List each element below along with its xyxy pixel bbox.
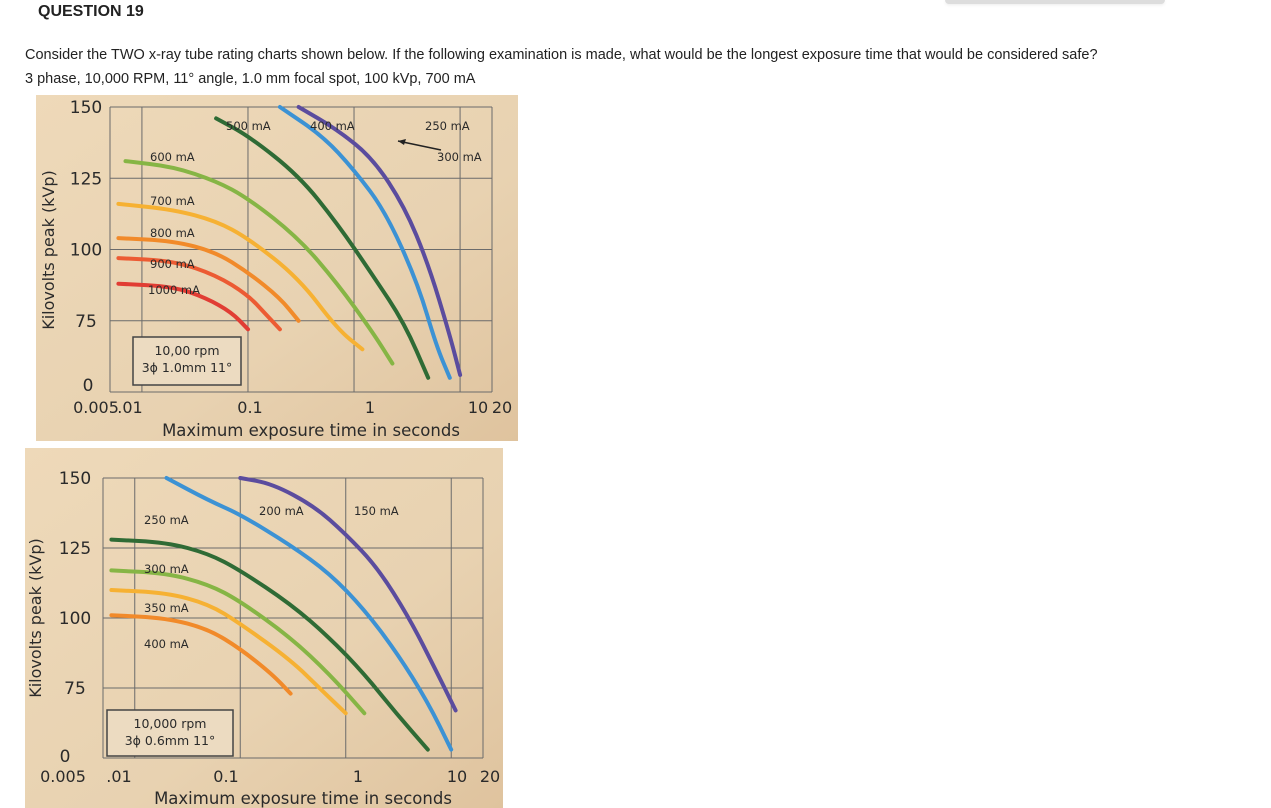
tube-rating-chart-1mm: 600 mA 700 mA 800 mA 900 mA 1000 mA 500 mA 400… [36, 95, 518, 441]
y-axis-title: Kilovolts peak (kVp) [39, 170, 58, 330]
curve-label: 350 mA [144, 601, 189, 615]
curve-label: 200 mA [259, 504, 304, 518]
question-text: Consider the TWO x-ray tube rating chart… [25, 43, 1225, 91]
x-tick-label: 1 [353, 767, 363, 786]
series-line-1000-ma [116, 281, 250, 332]
curve-label: 600 mA [150, 150, 195, 164]
plot-grid [109, 106, 493, 393]
chart-svg: 600 mA 700 mA 800 mA 900 mA 1000 mA 500 mA 400… [36, 95, 518, 441]
top-scroll-shadow [945, 0, 1165, 4]
spec-annotation-line: 10,000 rpm [134, 716, 207, 731]
curve-label: 250 mA [425, 119, 470, 133]
series-line-300-ma [296, 105, 463, 377]
series-line-400-ma [277, 105, 452, 380]
curve-label: 500 mA [226, 119, 271, 133]
series-line-500-ma [214, 116, 431, 380]
series-line-400-ma [109, 613, 293, 696]
x-tick-label: 20 [480, 767, 500, 786]
x-axis-title: Maximum exposure time in seconds [162, 421, 460, 440]
x-tick-label: 10 [468, 398, 488, 417]
curve-label: 700 mA [150, 194, 195, 208]
question-prompt: Consider the TWO x-ray tube rating chart… [25, 47, 1098, 63]
y-axis-title: Kilovolts peak (kVp) [26, 538, 45, 698]
y-tick-label: 0 [60, 747, 71, 767]
x-tick-label: 0.1 [213, 767, 238, 786]
series-line-250-ma [109, 537, 430, 752]
question-parameters: 3 phase, 10,000 RPM, 11° angle, 1.0 mm f… [25, 71, 476, 87]
y-tick-label: 100 [59, 609, 91, 629]
chart-svg: 250 mA 300 mA 350 mA 400 mA 200 mA 150 mA 0 75 1… [25, 448, 503, 808]
pointer-arrow [397, 140, 442, 151]
spec-annotation-line: 3ϕ 1.0mm 11° [142, 360, 233, 375]
x-tick-label: 10 [447, 767, 467, 786]
curve-label: 400 mA [310, 119, 355, 133]
series-line-700-ma [116, 201, 365, 352]
curve-label: 300 mA [144, 562, 189, 576]
spec-annotation-line: 3ϕ 0.6mm 11° [125, 733, 216, 748]
x-tick-label: 0.005 [40, 767, 86, 786]
x-tick-label: 1 [365, 398, 375, 417]
series-line-800-ma [116, 236, 301, 323]
question-title: QUESTION 19 [38, 3, 144, 20]
series-line-600-ma [123, 159, 395, 366]
curve-label: 250 mA [144, 513, 189, 527]
series-line-350-ma [109, 588, 348, 716]
y-tick-label: 75 [75, 312, 97, 332]
spec-annotation-box [106, 709, 234, 757]
y-tick-label: 100 [70, 241, 102, 261]
curve-label: 300 mA [437, 150, 482, 164]
x-tick-label: 0.1 [237, 398, 262, 417]
y-tick-label: 0 [83, 376, 94, 396]
tube-rating-chart-0-6mm: 250 mA 300 mA 350 mA 400 mA 200 mA 150 mA 0 75 1… [25, 448, 503, 808]
series-line-150-ma [238, 476, 458, 713]
y-tick-label: 75 [64, 679, 86, 699]
x-tick-label: .01 [106, 767, 131, 786]
spec-annotation-box [132, 336, 242, 386]
x-axis-title: Maximum exposure time in seconds [154, 789, 452, 808]
curve-label: 1000 mA [148, 283, 200, 297]
curve-label: 400 mA [144, 637, 189, 651]
curve-label: 900 mA [150, 257, 195, 271]
y-tick-label: 125 [59, 539, 91, 559]
pointer-arrowhead [398, 139, 406, 145]
y-tick-label: 150 [70, 98, 102, 118]
chart-background [36, 95, 518, 441]
series-line-300-ma [109, 568, 367, 716]
series-line-900-ma [116, 256, 282, 332]
x-tick-label: 0.005 [73, 398, 119, 417]
spec-annotation-line: 10,00 rpm [154, 343, 219, 358]
curve-label: 800 mA [150, 226, 195, 240]
series-line-200-ma [164, 476, 454, 752]
x-tick-label: 20 [492, 398, 512, 417]
y-tick-label: 125 [70, 169, 102, 189]
y-tick-label: 150 [59, 469, 91, 489]
curve-label: 150 mA [354, 504, 399, 518]
x-tick-label: .01 [117, 398, 142, 417]
chart-background [25, 448, 503, 808]
